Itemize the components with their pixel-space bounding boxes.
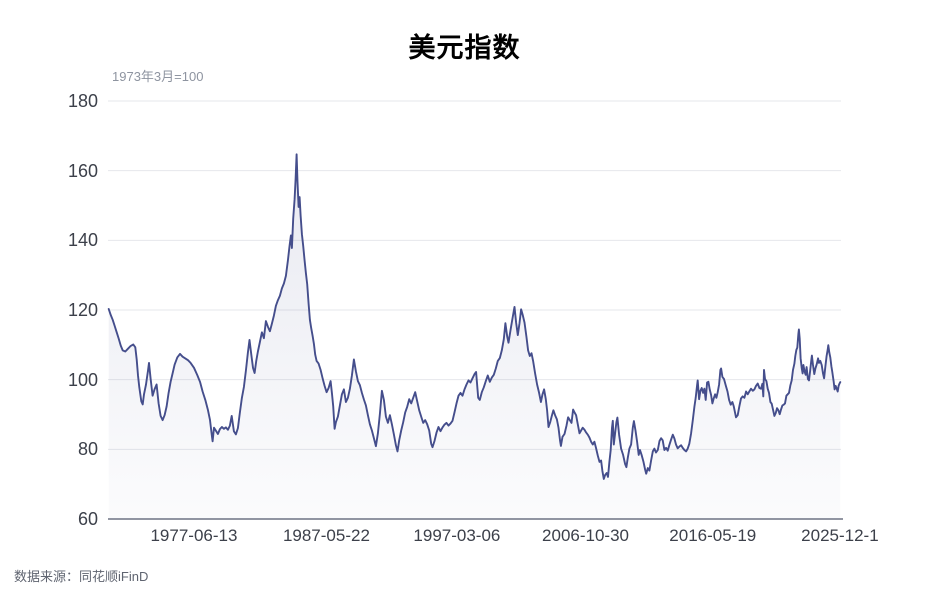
area-fill — [108, 154, 841, 520]
data-source-note: 数据来源：同花顺iFinD — [14, 569, 149, 584]
y-axis-label: 160 — [67, 160, 98, 181]
x-axis-label: 2006-10-30 — [542, 526, 629, 545]
x-axis-label: 2025-12-1 — [801, 526, 879, 545]
chart-title: 美元指数 — [408, 33, 521, 63]
y-axis-label: 100 — [67, 369, 98, 390]
y-axis-label: 60 — [77, 509, 98, 529]
y-axis-label: 180 — [67, 91, 98, 111]
x-axis-label: 2016-05-19 — [669, 526, 757, 545]
x-axis-label: 1977-06-13 — [150, 526, 238, 545]
y-axis-label: 80 — [77, 439, 98, 460]
x-axis-label: 1997-03-06 — [413, 526, 501, 545]
y-axis-label: 140 — [67, 230, 98, 251]
dollar-index-line — [107, 153, 842, 480]
y-axis-label: 120 — [67, 300, 98, 320]
chart-subtitle-base-note: 1973年3月=100 — [112, 69, 204, 84]
x-axis-label: 1987-05-22 — [282, 526, 370, 545]
